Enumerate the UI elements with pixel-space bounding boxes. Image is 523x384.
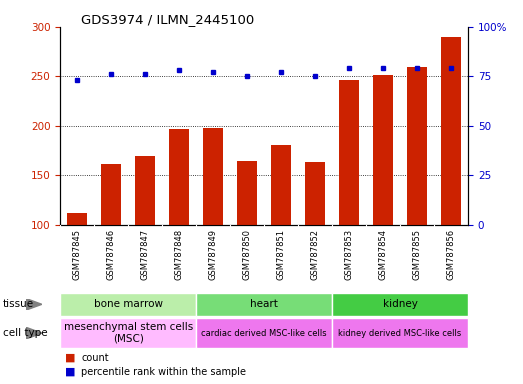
- Text: heart: heart: [250, 299, 278, 310]
- Text: GSM787853: GSM787853: [345, 229, 354, 280]
- Bar: [135, 156, 155, 324]
- Text: ■: ■: [65, 367, 76, 377]
- Text: GSM787855: GSM787855: [413, 229, 422, 280]
- Text: GSM787850: GSM787850: [243, 229, 252, 280]
- Text: GSM787848: GSM787848: [175, 229, 184, 280]
- Text: GSM787845: GSM787845: [73, 229, 82, 280]
- Text: bone marrow: bone marrow: [94, 299, 163, 310]
- Text: tissue: tissue: [3, 299, 34, 310]
- Text: mesenchymal stem cells
(MSC): mesenchymal stem cells (MSC): [63, 322, 193, 344]
- Text: percentile rank within the sample: percentile rank within the sample: [81, 367, 246, 377]
- Text: cardiac derived MSC-like cells: cardiac derived MSC-like cells: [201, 329, 327, 338]
- Text: GSM787856: GSM787856: [447, 229, 456, 280]
- Text: GSM787854: GSM787854: [379, 229, 388, 280]
- Bar: [196, 293, 332, 316]
- Text: GSM787847: GSM787847: [141, 229, 150, 280]
- Text: GSM787852: GSM787852: [311, 229, 320, 280]
- Bar: [271, 144, 291, 324]
- Bar: [332, 293, 468, 316]
- Text: ■: ■: [65, 353, 76, 363]
- Text: GSM787851: GSM787851: [277, 229, 286, 280]
- Bar: [407, 68, 427, 324]
- Bar: [196, 318, 332, 348]
- Bar: [339, 80, 359, 324]
- Bar: [60, 293, 196, 316]
- Bar: [237, 161, 257, 324]
- Text: GSM787849: GSM787849: [209, 229, 218, 280]
- Bar: [332, 318, 468, 348]
- Polygon shape: [26, 299, 42, 310]
- Bar: [101, 164, 121, 324]
- Text: cell type: cell type: [3, 328, 47, 338]
- Bar: [441, 37, 461, 324]
- Text: GDS3974 / ILMN_2445100: GDS3974 / ILMN_2445100: [81, 13, 254, 26]
- Bar: [373, 75, 393, 324]
- Bar: [305, 162, 325, 324]
- Text: count: count: [81, 353, 109, 363]
- Text: GSM787846: GSM787846: [107, 229, 116, 280]
- Bar: [169, 129, 189, 324]
- Bar: [60, 318, 196, 348]
- Bar: [203, 128, 223, 324]
- Text: kidney: kidney: [383, 299, 417, 310]
- Bar: [67, 213, 87, 324]
- Text: kidney derived MSC-like cells: kidney derived MSC-like cells: [338, 329, 462, 338]
- Polygon shape: [26, 327, 42, 339]
